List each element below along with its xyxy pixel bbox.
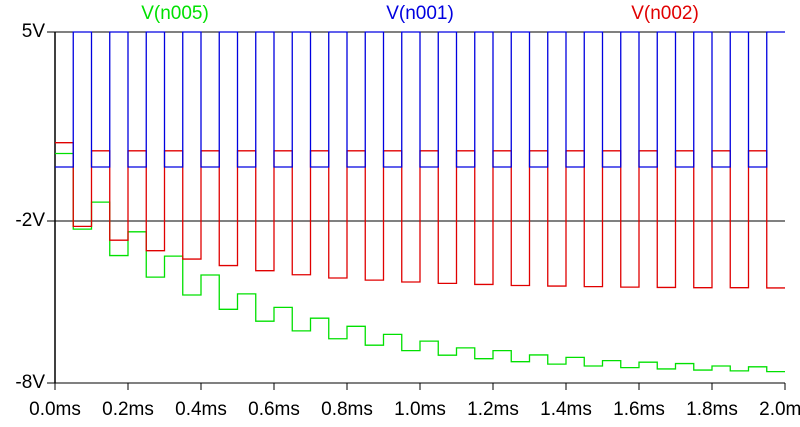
x-tick-label: 1.4ms (540, 399, 592, 420)
legend-label: V(n002) (631, 3, 699, 24)
x-tick-label: 1.8ms (686, 399, 738, 420)
legend-label: V(n005) (141, 3, 209, 24)
y-tick-label: 5V (22, 21, 46, 42)
series-line (55, 142, 785, 289)
y-tick-label: -8V (15, 372, 45, 393)
series-line (55, 31, 785, 168)
x-tick-label: 0.4ms (175, 399, 227, 420)
x-tick-label: 0.8ms (321, 399, 373, 420)
x-tick-label: 2.0ms (759, 399, 800, 420)
x-tick-label: 1.6ms (613, 399, 665, 420)
x-tick-label: 0.2ms (102, 399, 154, 420)
x-tick-label: 1.0ms (394, 399, 446, 420)
y-tick-label: -2V (15, 210, 45, 231)
x-tick-label: 0.6ms (248, 399, 300, 420)
x-tick-label: 0.0ms (29, 399, 81, 420)
series-line (55, 152, 785, 373)
x-tick-label: 1.2ms (467, 399, 519, 420)
legend-label: V(n001) (386, 3, 454, 24)
